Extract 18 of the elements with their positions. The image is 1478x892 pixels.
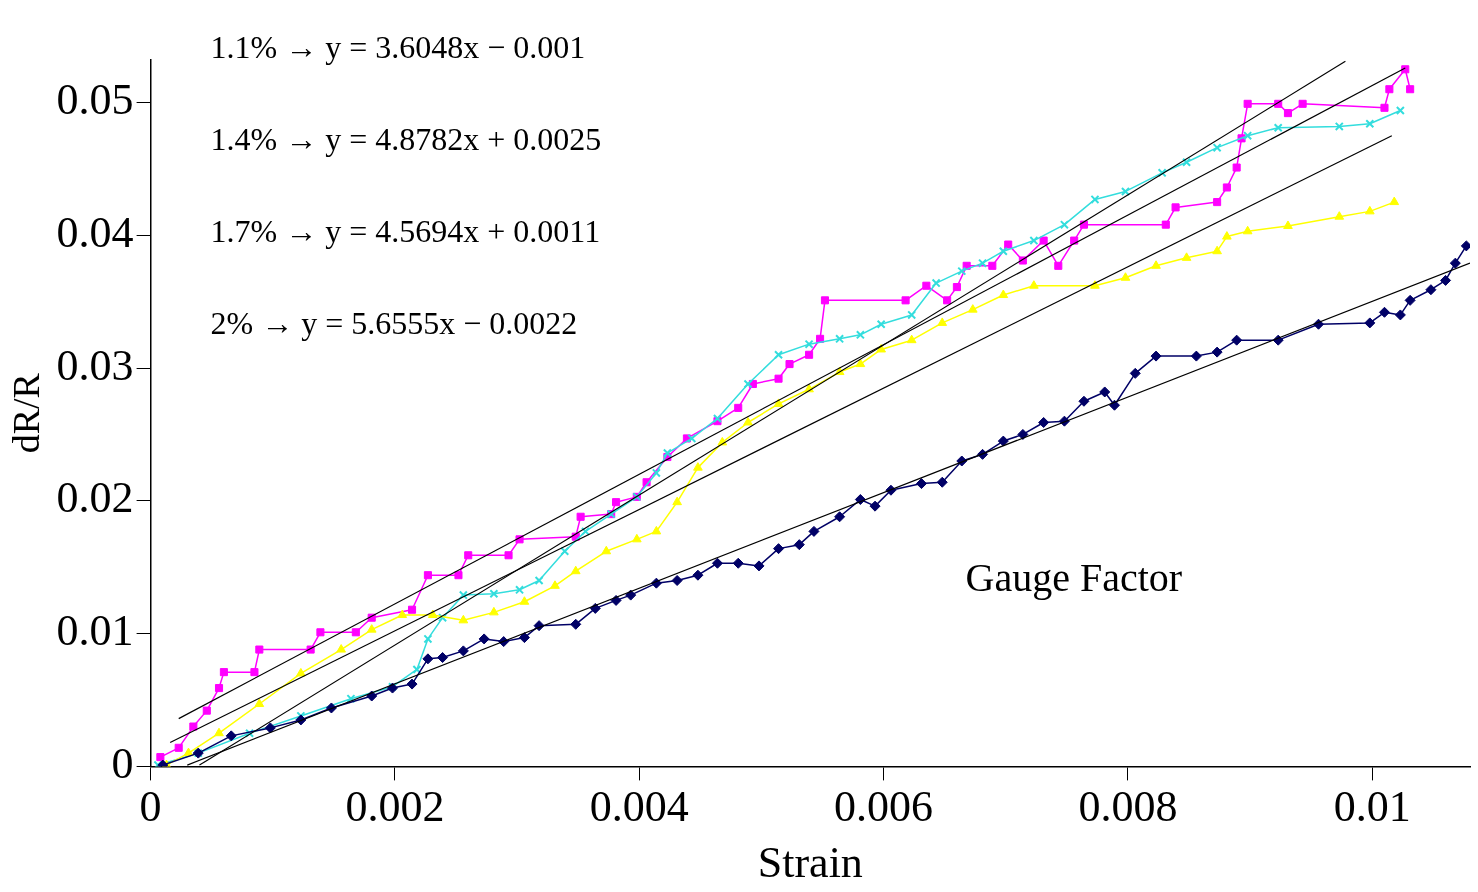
y-tick-label: 0 (111, 738, 134, 788)
x-tick-label: 0.006 (834, 782, 934, 832)
y-tick-label: 0.01 (56, 606, 134, 656)
y-axis-title: dR/R (4, 372, 47, 454)
y-tick-label: 0.02 (56, 473, 134, 523)
y-tick-label: 0.03 (56, 340, 134, 390)
annotation: 1.4% → y = 4.8782x + 0.0025 (210, 121, 602, 158)
x-tick-label: 0.008 (1078, 782, 1178, 832)
x-axis-title: Strain (757, 838, 863, 888)
x-tick-label: 0.002 (345, 782, 445, 832)
x-tick-label: 0.004 (589, 782, 689, 832)
x-tick-label: 0.01 (1333, 782, 1411, 832)
y-tick-label: 0.05 (56, 75, 134, 125)
annotation: 2% → y = 5.6555x − 0.0022 (210, 305, 578, 342)
y-tick-label: 0.04 (56, 207, 134, 257)
annotation: Gauge Factor (965, 554, 1183, 600)
annotation: 1.1% → y = 3.6048x − 0.001 (210, 29, 586, 66)
annotation: 1.7% → y = 4.5694x + 0.0011 (210, 213, 601, 250)
